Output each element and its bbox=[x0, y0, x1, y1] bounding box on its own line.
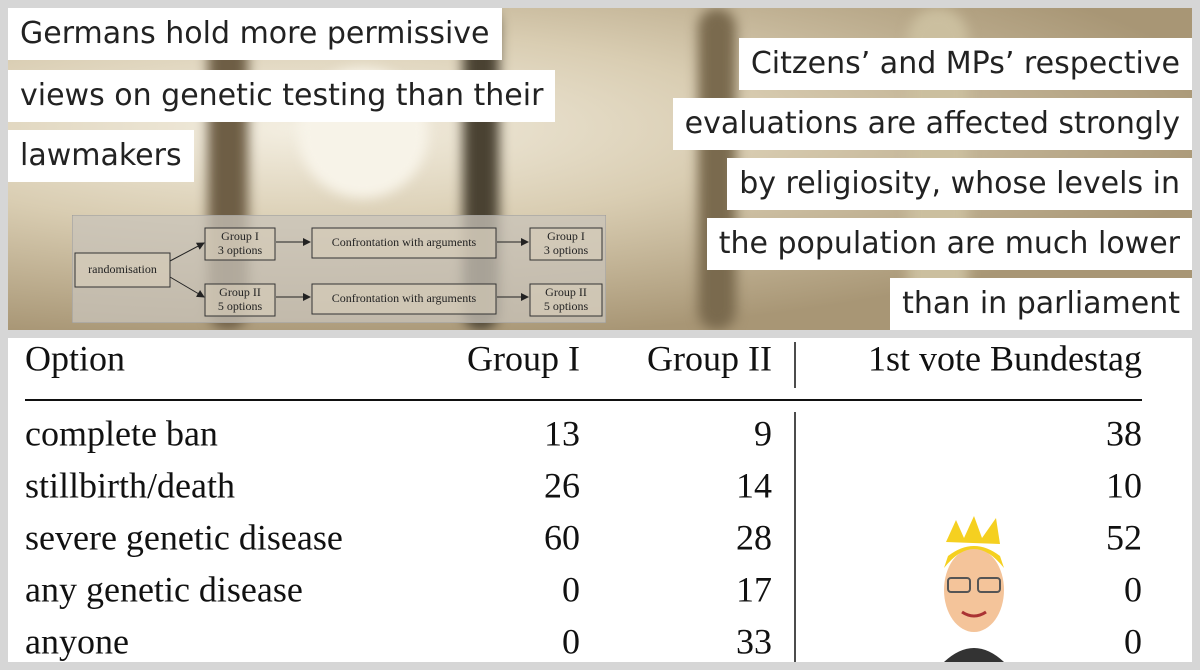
node-subtitle: 3 options bbox=[544, 243, 589, 257]
node-subtitle: 5 options bbox=[218, 299, 263, 313]
table-cell-number: 28 bbox=[736, 517, 772, 557]
row-label: severe genetic disease bbox=[25, 517, 343, 557]
caption-line: evaluations are affected strongly bbox=[672, 98, 1192, 150]
caption-line: Citzens’ and MPs’ respective bbox=[738, 38, 1192, 90]
node-subtitle: 5 options bbox=[544, 299, 589, 313]
table-cell-number: 26 bbox=[544, 465, 580, 505]
node-label: Confrontation with arguments bbox=[332, 235, 477, 249]
arrows bbox=[169, 238, 529, 301]
diagram-node bbox=[311, 227, 497, 259]
table-cell-number: 60 bbox=[544, 517, 580, 557]
node-label: randomisation bbox=[88, 262, 157, 276]
table: Option Group I Group II 1st vote Bundestag c… bbox=[25, 338, 1142, 662]
diagram-node bbox=[529, 227, 603, 261]
node-title: Group I bbox=[547, 229, 585, 243]
diagram-node bbox=[74, 252, 171, 288]
table-cell-number: 17 bbox=[736, 569, 772, 609]
table-cell-number: 33 bbox=[736, 621, 772, 661]
row-label: anyone bbox=[25, 621, 129, 661]
results-table: Option Group I Group II 1st vote Bundestag c… bbox=[8, 338, 1192, 662]
diagram-node bbox=[204, 227, 276, 261]
node-title: Group I bbox=[221, 229, 259, 243]
diagram-node bbox=[311, 283, 497, 315]
row-label: complete ban bbox=[25, 413, 218, 453]
table-cell-number: 0 bbox=[562, 569, 580, 609]
column-header: 1st vote Bundestag bbox=[868, 338, 1142, 378]
caption-line: by religiosity, whose levels in bbox=[727, 158, 1192, 210]
table-cell-number: 0 bbox=[562, 621, 580, 661]
caption-line: than in parliament bbox=[890, 278, 1192, 330]
row-label: any genetic disease bbox=[25, 569, 303, 609]
node-label: Confrontation with arguments bbox=[332, 291, 477, 305]
table-cell-number: 52 bbox=[1106, 517, 1142, 557]
diagram-node bbox=[529, 283, 603, 317]
caption-line: views on genetic testing than their bbox=[8, 70, 556, 122]
column-header: Group II bbox=[647, 338, 772, 378]
table-cell-number: 38 bbox=[1106, 413, 1142, 453]
column-header: Option bbox=[25, 338, 125, 378]
table-cell-number: 0 bbox=[1124, 621, 1142, 661]
table-cell-number: 14 bbox=[736, 465, 772, 505]
table-cell-number: 0 bbox=[1124, 569, 1142, 609]
column-header: Group I bbox=[467, 338, 580, 378]
caption-line: the population are much lower bbox=[706, 218, 1192, 270]
node-title: Group II bbox=[219, 285, 261, 299]
node-subtitle: 3 options bbox=[218, 243, 263, 257]
table-cell-number: 13 bbox=[544, 413, 580, 453]
table-cell-number: 9 bbox=[754, 413, 772, 453]
diagram-node bbox=[204, 283, 276, 317]
avatar bbox=[944, 516, 1004, 662]
caption-line: Germans hold more permissive bbox=[8, 8, 502, 60]
caption-line: lawmakers bbox=[8, 130, 194, 182]
node-title: Group II bbox=[545, 285, 587, 299]
table-cell-number: 10 bbox=[1106, 465, 1142, 505]
row-label: stillbirth/death bbox=[25, 465, 235, 505]
